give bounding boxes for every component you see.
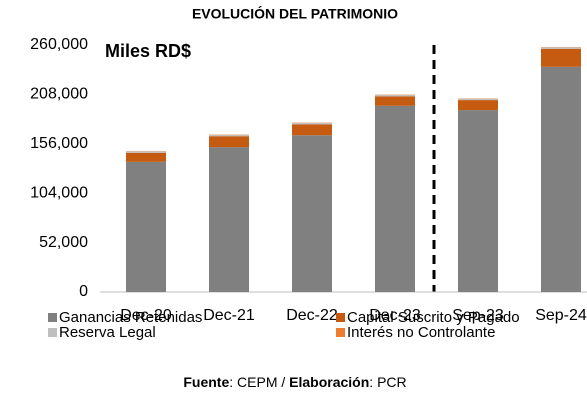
legend-label: Capital Suscrito y Pagado bbox=[347, 309, 520, 326]
bar-segment bbox=[292, 122, 332, 125]
bar-segment bbox=[292, 124, 332, 136]
legend-label: Reserva Legal bbox=[59, 324, 156, 341]
x-tick-label: Dec-22 bbox=[286, 307, 338, 324]
bar-segment bbox=[209, 147, 249, 292]
x-tick-label: Dec-23 bbox=[369, 307, 421, 324]
x-tick-label: Sep-23 bbox=[452, 307, 504, 324]
legend-swatch bbox=[48, 313, 57, 322]
bar-segment bbox=[126, 151, 166, 153]
x-tick-label: Sep-24 bbox=[535, 307, 587, 324]
bar-segment bbox=[458, 110, 498, 292]
bar-segment bbox=[126, 161, 166, 292]
bar-segment bbox=[458, 98, 498, 101]
y-tick-label: 208,000 bbox=[30, 86, 88, 103]
source-text: : PCR bbox=[369, 374, 406, 390]
source-note: Fuente: CEPM / Elaboración: PCR bbox=[183, 374, 406, 390]
x-tick-label: Dec-20 bbox=[120, 307, 172, 324]
y-tick-label: 260,000 bbox=[30, 36, 88, 53]
y-tick-label: 0 bbox=[79, 283, 88, 300]
bar-segment bbox=[209, 134, 249, 137]
bar-segment bbox=[458, 100, 498, 111]
legend-label: Interés no Controlante bbox=[347, 324, 495, 341]
bar-segment bbox=[375, 96, 415, 106]
bar-segment bbox=[375, 94, 415, 97]
bar-segment bbox=[209, 136, 249, 148]
bar-segment bbox=[541, 48, 581, 67]
chart-title: EVOLUCIÓN DEL PATRIMONIO bbox=[192, 5, 398, 22]
source-label: Fuente bbox=[183, 374, 229, 390]
legend-swatch bbox=[336, 328, 345, 337]
legend-swatch bbox=[48, 328, 57, 337]
annotation: Miles RD$ bbox=[105, 41, 191, 61]
y-tick-label: 104,000 bbox=[30, 184, 88, 201]
y-tick-label: 52,000 bbox=[39, 234, 88, 251]
bar-segment bbox=[292, 135, 332, 292]
bar-segment bbox=[541, 66, 581, 292]
bar-segment bbox=[126, 152, 166, 162]
legend-label: Ganancias Retenidas bbox=[59, 309, 202, 326]
bar-segment bbox=[541, 47, 581, 49]
x-tick-label: Dec-21 bbox=[203, 307, 255, 324]
bar-segment bbox=[375, 105, 415, 292]
y-tick-label: 156,000 bbox=[30, 135, 88, 152]
source-text: : CEPM / bbox=[229, 374, 289, 390]
legend-swatch bbox=[336, 313, 345, 322]
source-label: Elaboración bbox=[289, 374, 369, 390]
